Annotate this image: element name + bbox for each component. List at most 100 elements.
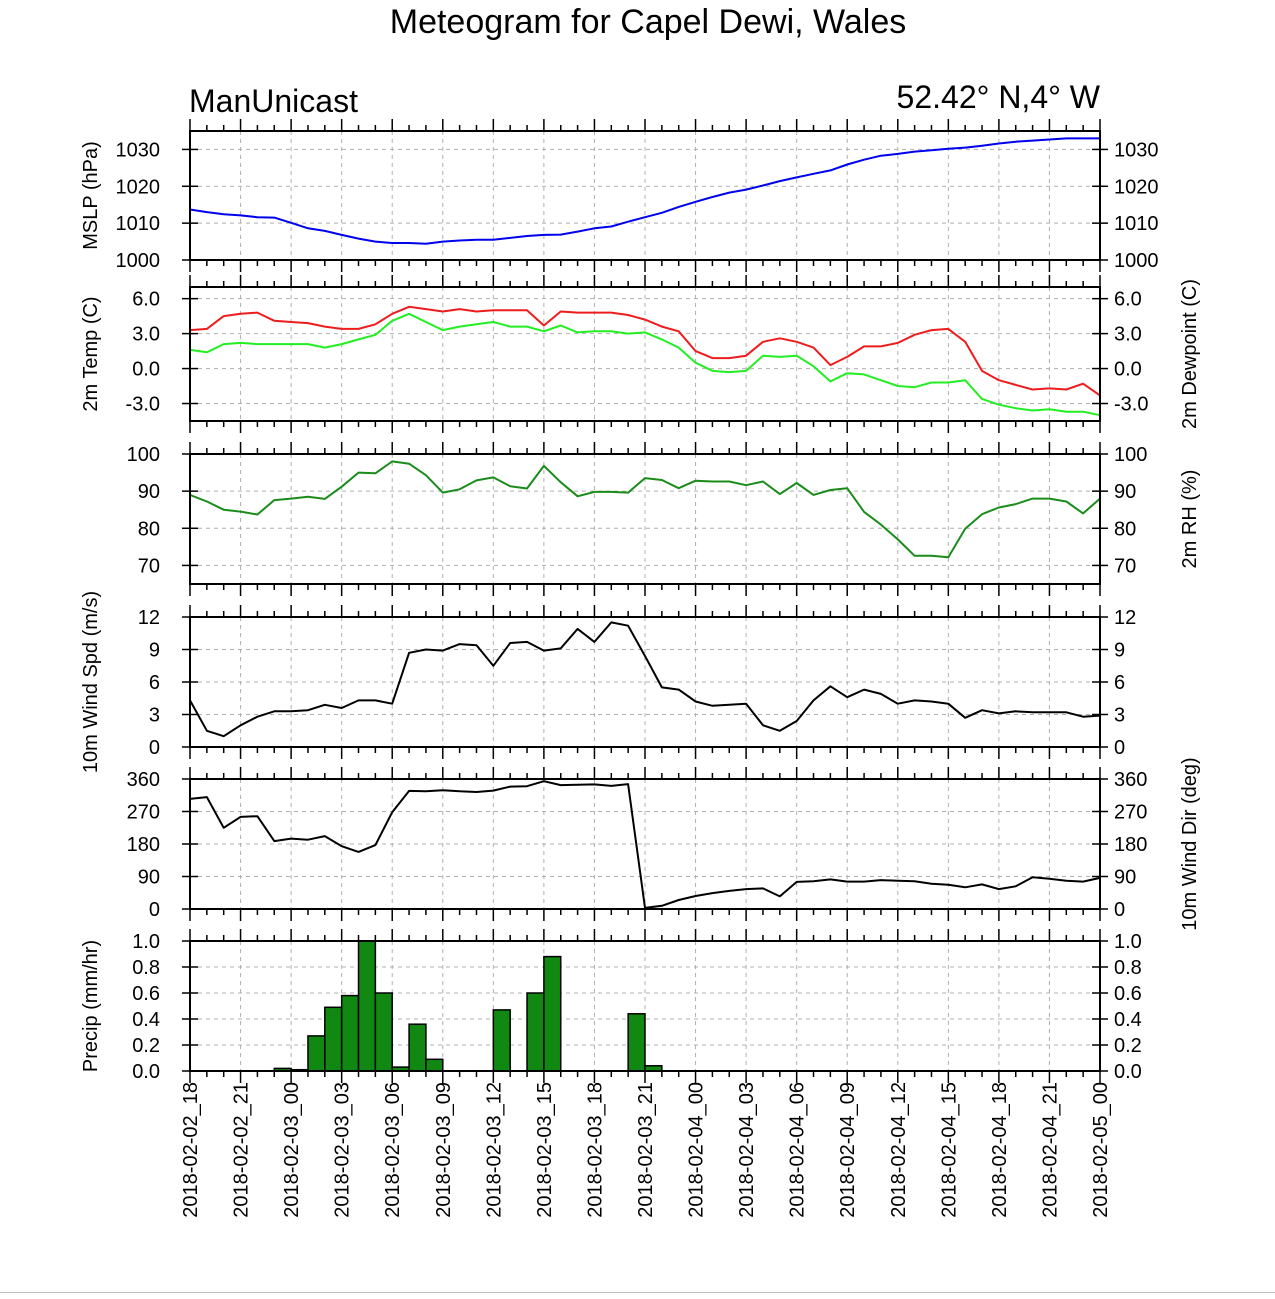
temp-ylabel: 2m Temp (C) [80,296,102,411]
precip-ytick-label-right: 1.0 [1114,931,1142,953]
wind-speed-panel: 0 0 3 3 6 6 9 9 12 12 10m Wind Spd (m/s) [80,591,1136,773]
model-label: ManUnicast [189,83,358,119]
temp-ytick-label-right: 3.0 [1114,324,1142,346]
wind-dir-line [189,780,1101,909]
x-tick-label: 2018-02-03_09 [433,1082,455,1218]
x-tick-label: 2018-02-04_21 [1039,1082,1061,1218]
rh-ytick-label-left: 70 [138,555,160,577]
temp-ytick-label-left: 3.0 [132,324,160,346]
x-axis: 2018-02-02_18 2018-02-02_21 2018-02-03_00 2… [180,1082,1112,1218]
wind-dir-ytick-label-right: 0 [1114,899,1125,921]
wind-speed-ytick-label-right: 6 [1114,672,1125,694]
x-tick-label: 2018-02-03_15 [534,1082,556,1218]
precip-panel: 0.0 0.0 0.2 0.2 0.4 0.4 0.6 0.6 0.8 0.8 1.0 1.0 Prec… [80,929,1142,1083]
precip-ylabel: Precip (mm/hr) [80,940,102,1072]
wind-dir-ytick-label-right: 270 [1114,802,1147,824]
wind-speed-ytick-label-right: 0 [1114,737,1125,759]
wind-speed-frame [189,616,1101,748]
precip-ytick-label-left: 0.0 [132,1061,160,1083]
precip-ytick-label-right: 0.2 [1114,1035,1142,1057]
temp-ytick-label-left: 0.0 [132,359,160,381]
x-tick-label: 2018-02-04_18 [989,1082,1011,1218]
wind-dir-ylabel-right: 10m Wind Dir (deg) [1179,757,1201,930]
precip-bar [374,992,393,1072]
wind-dir-ytick-label-left: 0 [149,899,160,921]
temp-ytick-label-right: -3.0 [1114,394,1148,416]
precip-bar [425,1058,444,1072]
x-tick-label: 2018-02-03_12 [483,1082,505,1218]
x-tick-label: 2018-02-03_00 [281,1082,303,1218]
precip-bar [307,1035,326,1072]
precip-ytick-label-left: 0.6 [132,983,160,1005]
rh-ytick-label-right: 100 [1114,444,1147,466]
wind-speed-ytick-label-right: 3 [1114,705,1125,727]
precip-bar [324,1006,343,1072]
rh-ytick-label-right: 90 [1114,481,1136,503]
wind-speed-ytick-label-left: 0 [149,737,160,759]
temp-panel: -3.0 -3.0 0.0 0.0 3.0 3.0 6.0 6.0 2m Temp (C) 2m … [80,275,1201,433]
mslp-ytick-label-right: 1020 [1114,176,1159,198]
wind-speed-ytick-label-right: 12 [1114,607,1136,629]
wind-dir-ytick-label-left: 90 [138,867,160,889]
x-tick-label: 2018-02-02_18 [180,1082,202,1218]
x-tick-label: 2018-02-03_18 [584,1082,606,1218]
temp-ytick-label-left: 6.0 [132,289,160,311]
rh-ytick-label-left: 100 [127,444,160,466]
precip-frame [189,940,1101,1072]
wind-dir-ytick-label-right: 180 [1114,834,1147,856]
wind-dir-panel: 0 0 90 90 180 180 270 270 360 360 10m Wind Dir (de… [127,757,1201,930]
precip-bar [492,1009,511,1072]
mslp-line [189,137,1100,245]
x-tick-label: 2018-02-03_06 [382,1082,404,1218]
location-label: 52.42° N,4° W [897,79,1101,115]
x-tick-label: 2018-02-04_09 [837,1082,859,1218]
mslp-ylabel: MSLP (hPa) [80,141,102,250]
wind-speed-ytick-label-left: 12 [138,607,160,629]
mslp-frame [189,130,1101,261]
wind-speed-line [189,621,1101,738]
mslp-ytick-label-left: 1000 [116,250,161,272]
temp-ytick-label-left: -3.0 [126,394,160,416]
precip-ytick-label-left: 0.2 [132,1035,160,1057]
precip-bar [408,1023,427,1072]
rh-ytick-label-right: 80 [1114,518,1136,540]
precip-ytick-label-right: 0.6 [1114,983,1142,1005]
precip-bar [543,955,562,1072]
x-tick-label: 2018-02-04_06 [787,1082,809,1218]
wind-speed-ylabel: 10m Wind Spd (m/s) [80,591,102,773]
x-tick-label: 2018-02-05_00 [1090,1082,1112,1218]
wind-speed-ytick-label-right: 9 [1114,640,1125,662]
x-tick-label: 2018-02-03_03 [332,1082,354,1218]
wind-dir-ytick-label-left: 270 [127,802,160,824]
rh-ylabel-right: 2m RH (%) [1179,470,1201,569]
mslp-ytick-label-left: 1010 [116,213,161,235]
mslp-ytick-label-right: 1010 [1114,213,1159,235]
precip-bar [526,992,545,1072]
mslp-ytick-label-left: 1030 [116,139,161,161]
wind-dir-ytick-label-right: 90 [1114,867,1136,889]
rh-ytick-label-left: 80 [138,518,160,540]
dewpoint-line [189,312,1101,417]
x-tick-label: 2018-02-04_00 [686,1082,708,1218]
mslp-ytick-label-right: 1000 [1114,250,1159,272]
temp-ytick-label-right: 6.0 [1114,289,1142,311]
precip-ytick-label-right: 0.8 [1114,957,1142,979]
precip-bar [627,1013,646,1072]
wind-speed-ytick-label-left: 9 [149,640,160,662]
bottom-divider [0,1292,1275,1293]
temp-line [189,305,1101,397]
temp-ytick-label-right: 0.0 [1114,359,1142,381]
chart-title: Meteogram for Capel Dewi, Wales [390,3,906,41]
precip-bar [340,994,360,1072]
x-tick-label: 2018-02-02_21 [231,1082,253,1218]
x-tick-label: 2018-02-03_21 [635,1082,657,1218]
precip-ytick-label-right: 0.4 [1114,1009,1142,1031]
x-tick-label: 2018-02-04_15 [938,1082,960,1218]
wind-speed-ytick-label-left: 3 [149,705,160,727]
wind-dir-frame [189,778,1101,910]
rh-ytick-label-left: 90 [138,481,160,503]
wind-speed-ytick-label-left: 6 [149,672,160,694]
rh-ytick-label-right: 70 [1114,555,1136,577]
mslp-ytick-label-left: 1020 [116,176,161,198]
